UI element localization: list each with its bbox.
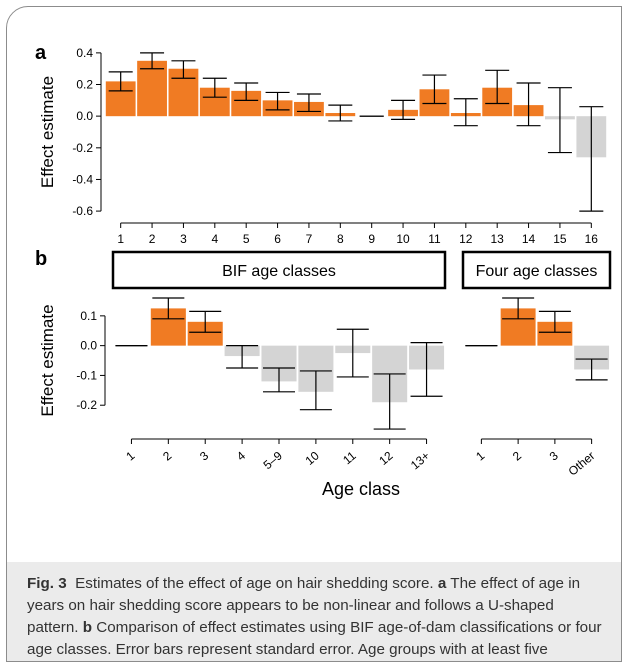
panel-b-y-tick-label: 0.1 xyxy=(80,309,97,323)
panel-b-y-tick-label: 0.0 xyxy=(80,339,97,353)
panel-b-bar xyxy=(537,321,573,346)
chart-svg: a b 0.4 0.2 0.0 -0.2 -0.4 -0.6 Effect estimate… xyxy=(35,42,612,499)
panel-b-bar xyxy=(187,321,223,346)
panel-b-x-tick-label: 12 xyxy=(376,448,395,468)
panel-b-facet-strip xyxy=(111,250,447,290)
panel-a-y-tick-label: 0.2 xyxy=(76,78,93,92)
panel-a-x-tick-label: 8 xyxy=(337,232,344,246)
panel-b-x-tick-label: 3 xyxy=(197,448,211,463)
panel-b-facet-strip xyxy=(461,250,612,290)
panel-a-x-tick-label: 11 xyxy=(428,232,441,246)
caption-part-b-text: Comparison of effect estimates using BIF… xyxy=(27,619,602,658)
panel-a-y-tick-label: -0.2 xyxy=(72,141,93,155)
panel-b-x-tick-label: 2 xyxy=(160,448,174,463)
caption-part-a-text: The effect of age in years on hair shedd… xyxy=(27,575,581,636)
panel-a-x-tick-label: 15 xyxy=(553,232,567,246)
panel-b-y-axis-label: Effect estimate xyxy=(38,304,57,416)
panel-b-x-tick-label: 2 xyxy=(510,448,524,463)
panel-a-x-tick-label: 7 xyxy=(306,232,313,246)
figure-frame: a b 0.4 0.2 0.0 -0.2 -0.4 -0.6 Effect estimate… xyxy=(6,6,622,662)
panel-a-y-tick-label: 0.4 xyxy=(76,46,93,60)
panel-b-x-tick-label: 1 xyxy=(473,448,487,463)
panel-b-y-tick-label: -0.2 xyxy=(76,398,97,412)
panel-b-facet-title: Four age classes xyxy=(476,263,598,280)
panel-a-x-tick-label: 16 xyxy=(585,232,599,246)
panel-b-label: b xyxy=(35,248,47,270)
panel-a-x-tick-label: 14 xyxy=(522,232,536,246)
panel-a-x-tick-label: 5 xyxy=(243,232,250,246)
panel-b-x-tick-label: 5–9 xyxy=(261,448,286,472)
panel-a-x-tick-label: 2 xyxy=(149,232,156,246)
caption-figure-label: Fig. 3 xyxy=(27,575,67,592)
panel-b-x-tick-label: 1 xyxy=(123,448,137,463)
panel-b-x-tick-label: 3 xyxy=(547,448,561,463)
panel-a-bar xyxy=(137,60,167,117)
caption-part-a-label: a xyxy=(437,575,447,592)
panel-a-x-tick-label: 10 xyxy=(396,232,410,246)
panel-a-x-tick-label: 6 xyxy=(274,232,281,246)
panel-b-x-tick-label: 13+ xyxy=(408,449,433,473)
panel-a-y-tick-label: -0.4 xyxy=(72,172,93,186)
panel-a-x-tick-label: 3 xyxy=(180,232,187,246)
panel-a-x-tick-label: 1 xyxy=(117,232,124,246)
figure-caption: Fig. 3 Estimates of the effect of age on… xyxy=(27,573,607,661)
panel-a-label: a xyxy=(35,42,47,64)
panel-b-facet-title: BIF age classes xyxy=(222,263,336,280)
panel-a-x-tick-label: 9 xyxy=(368,232,375,246)
panel-b-x-tick-label: 10 xyxy=(303,448,322,468)
panel-a-x-tick-label: 4 xyxy=(211,232,218,246)
panel-b-chart: 0.1 0.0 -0.1 -0.2 Effect estimate BIF age cla… xyxy=(38,250,612,499)
caption-part-b-label: b xyxy=(82,619,93,636)
panel-a-y-tick-label: 0.0 xyxy=(76,109,93,123)
panel-b-y-tick-label: -0.1 xyxy=(76,368,97,382)
panel-b-x-axis-label: Age class xyxy=(322,479,400,499)
panel-b-x-tick-label: Other xyxy=(566,449,598,479)
panel-a-y-axis-label: Effect estimate xyxy=(38,76,57,188)
panel-b-x-tick-label: 4 xyxy=(234,448,248,463)
panel-b-x-tick-label: 11 xyxy=(340,448,359,467)
panel-a-x-tick-label: 13 xyxy=(491,232,505,246)
panel-a-x-tick-label: 12 xyxy=(459,232,473,246)
caption-title: Estimates of the effect of age on hair s… xyxy=(75,575,434,592)
panel-a-y-tick-label: -0.6 xyxy=(72,204,93,218)
caption-background xyxy=(7,562,621,661)
panel-b-bar xyxy=(574,345,610,370)
